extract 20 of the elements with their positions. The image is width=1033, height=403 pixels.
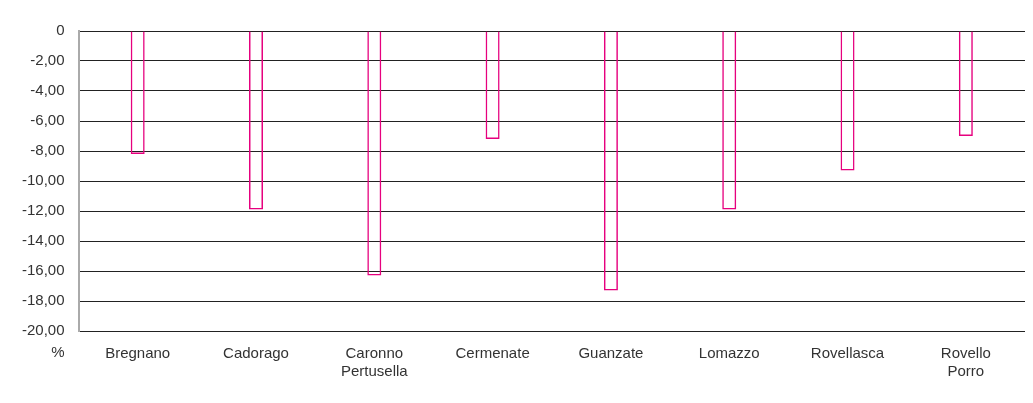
y-tick-label: -18,00: [21, 291, 65, 309]
y-axis-title: %: [51, 342, 65, 360]
x-tick-label: Rovellasca: [810, 344, 885, 362]
x-tick-label: Rovello Porro: [940, 344, 991, 380]
y-tick-label: -20,00: [21, 321, 65, 339]
y-tick-label: -14,00: [21, 231, 65, 249]
x-tick-label: Caronno Pertusella: [340, 344, 409, 380]
x-tick-label: Guanzate: [578, 344, 644, 362]
x-tick-label: Lomazzo: [698, 344, 760, 362]
x-tick-label: Bregnano: [105, 344, 171, 362]
y-tick-label: -16,00: [21, 261, 65, 279]
x-tick-label: Cermenate: [455, 344, 530, 362]
y-tick-label: -12,00: [21, 201, 65, 219]
y-tick-label: -2,00: [30, 51, 65, 69]
y-tick-label: -10,00: [21, 171, 65, 189]
y-tick-label: -8,00: [30, 141, 65, 159]
y-tick-label: -4,00: [30, 81, 65, 99]
y-tick-label: 0: [56, 21, 65, 39]
y-tick-label: -6,00: [30, 111, 65, 129]
x-tick-label: Cadorago: [223, 344, 289, 362]
